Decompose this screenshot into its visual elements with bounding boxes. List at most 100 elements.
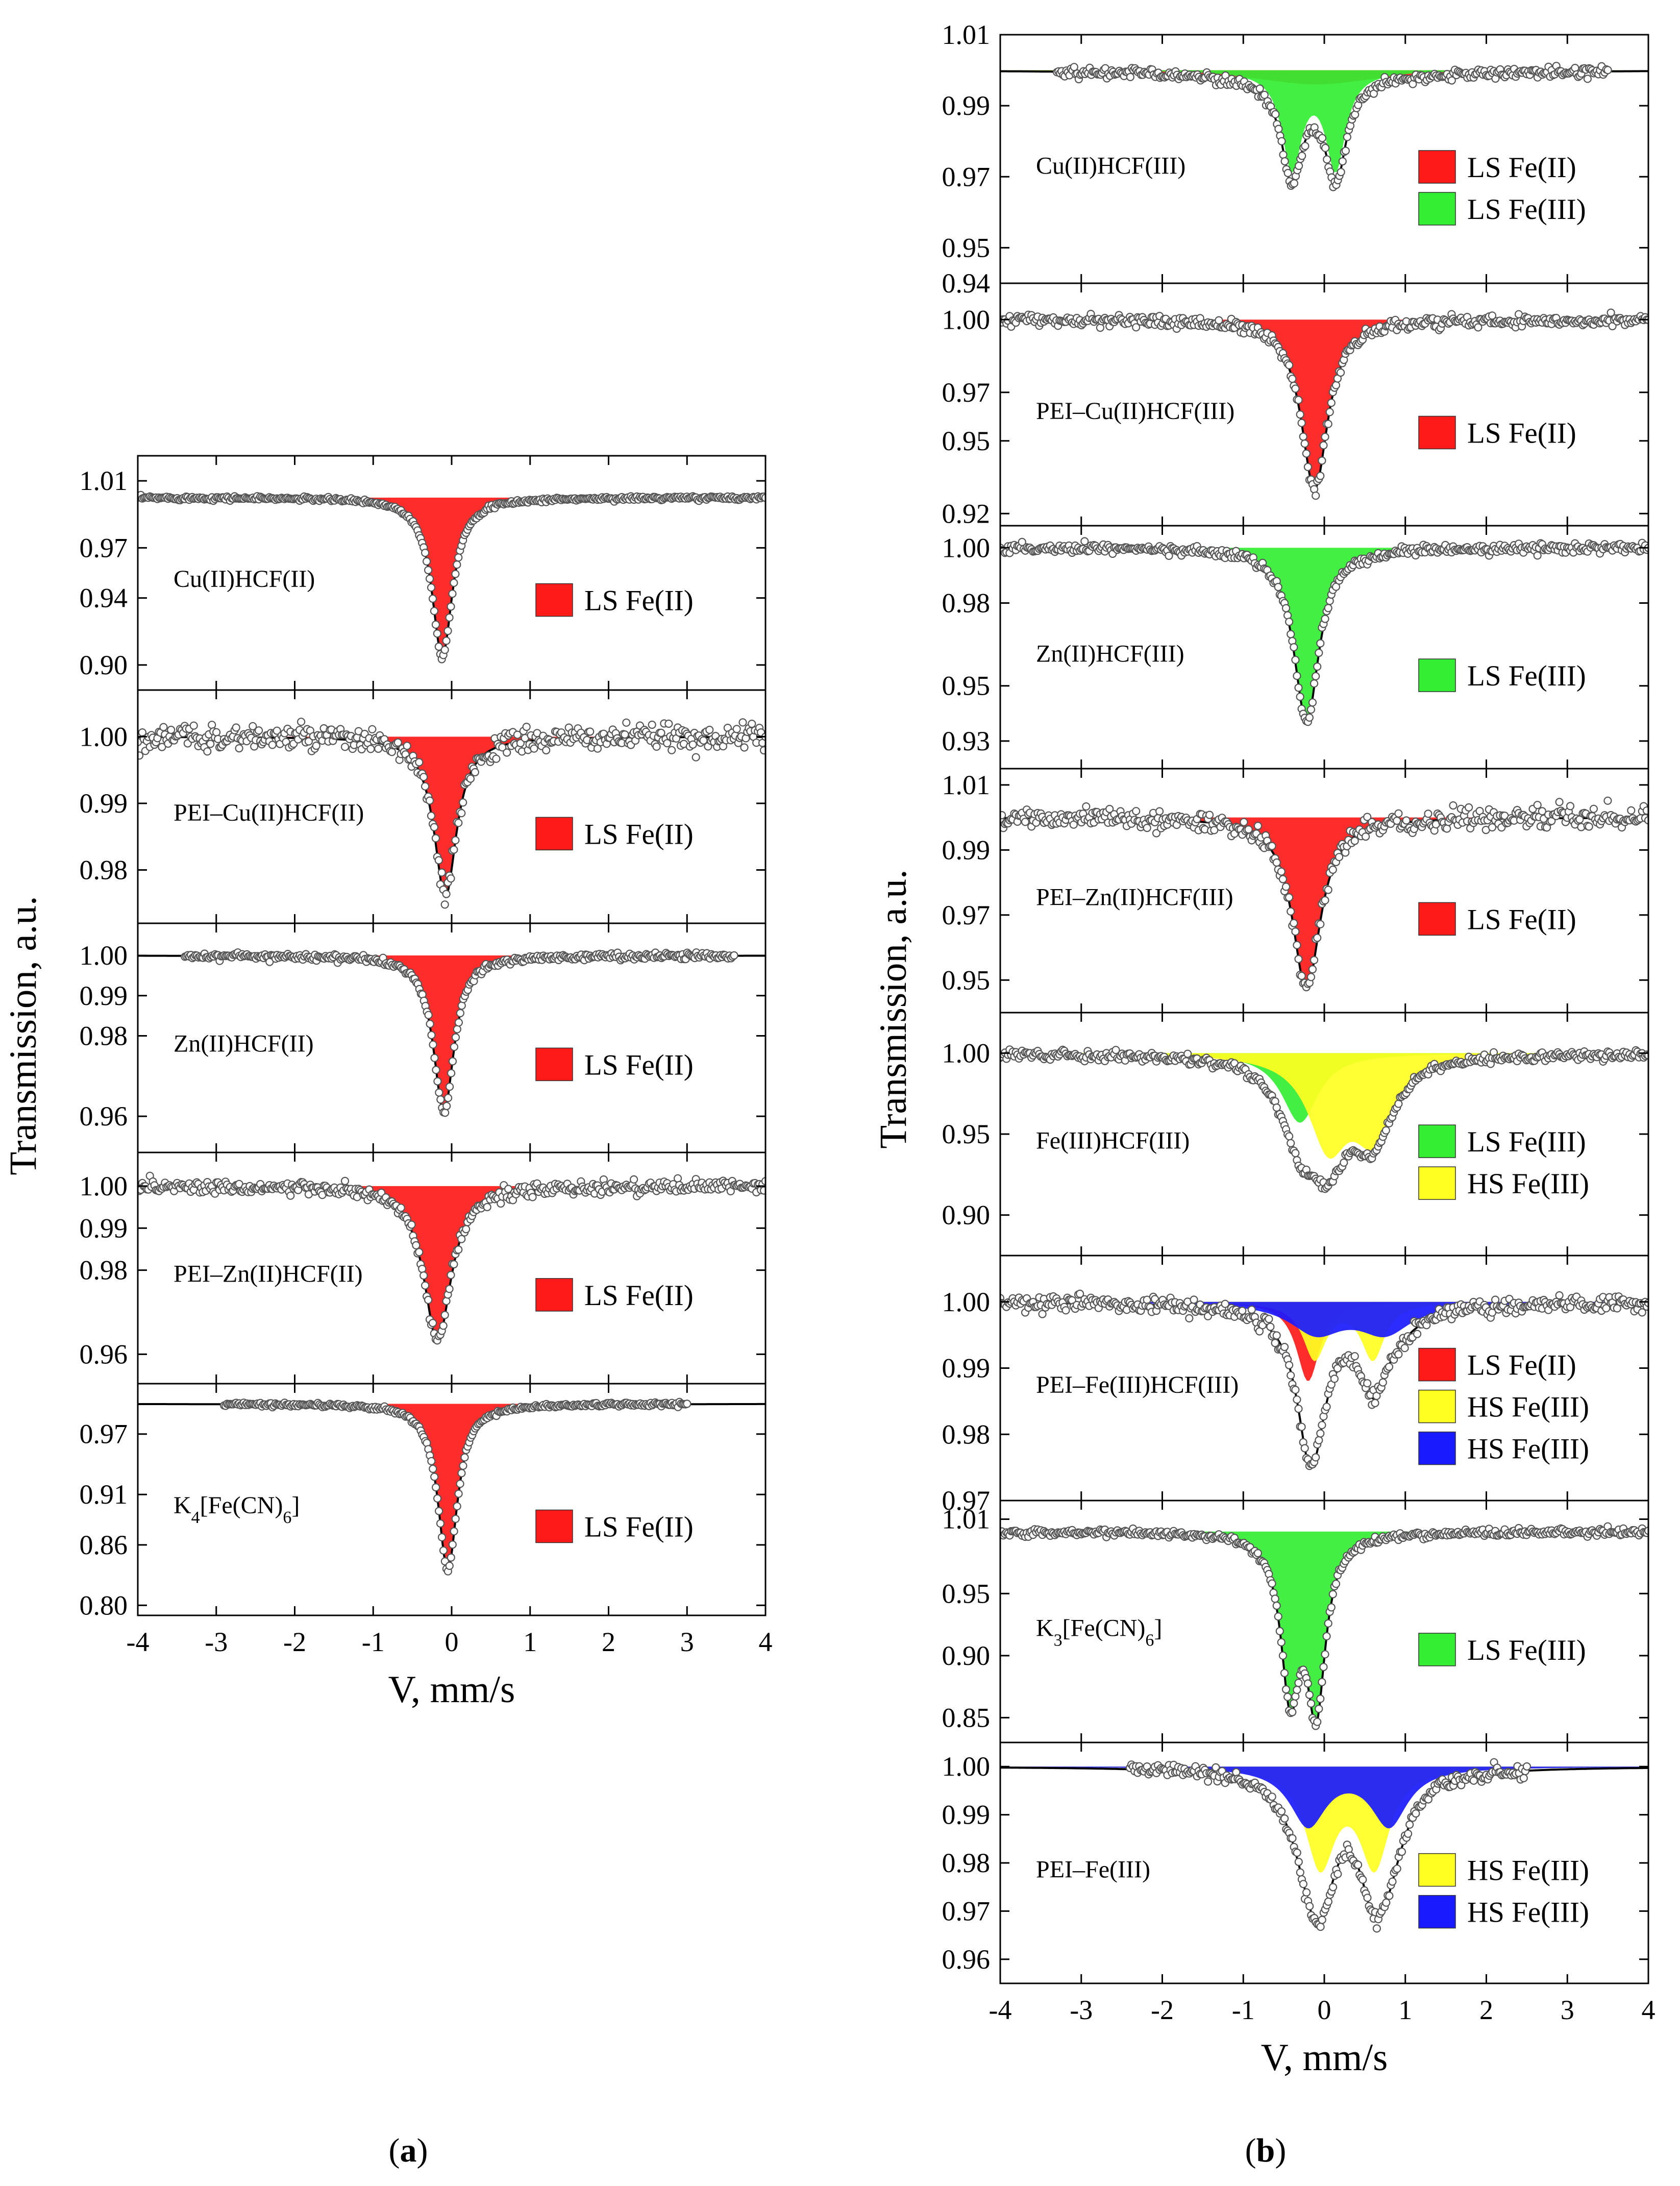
data-point bbox=[516, 739, 525, 748]
data-point bbox=[439, 1321, 448, 1330]
y-tick-label: 0.96 bbox=[80, 1339, 128, 1369]
data-point bbox=[761, 494, 765, 502]
y-tick-label: 0.97 bbox=[942, 900, 991, 930]
subspectrum-hs_fe3_blue bbox=[1000, 1301, 1648, 1338]
y-tick-label: 0.95 bbox=[942, 426, 991, 456]
data-point bbox=[1260, 90, 1269, 99]
data-point bbox=[1321, 143, 1330, 152]
data-point bbox=[451, 570, 460, 578]
data-point bbox=[759, 746, 765, 755]
data-point bbox=[1538, 807, 1546, 816]
legend-entry: HS Fe(III) bbox=[1418, 1389, 1589, 1423]
data-points bbox=[181, 948, 738, 1117]
data-point bbox=[450, 845, 458, 854]
legend-swatch bbox=[1418, 1347, 1456, 1382]
data-point bbox=[448, 1540, 457, 1549]
data-point bbox=[189, 721, 198, 730]
legend-swatch bbox=[535, 1047, 573, 1082]
data-point bbox=[1287, 1139, 1295, 1147]
data-point bbox=[1602, 1304, 1611, 1313]
data-point bbox=[427, 1030, 436, 1040]
data-point bbox=[1271, 1594, 1279, 1603]
data-point bbox=[1185, 1314, 1194, 1322]
y-tick-label: 0.90 bbox=[80, 650, 128, 680]
x-tick-label: 3 bbox=[680, 1627, 694, 1657]
y-tick-label: 1.00 bbox=[80, 940, 128, 971]
data-point bbox=[1313, 662, 1322, 671]
data-point bbox=[374, 744, 383, 753]
data-point bbox=[1325, 408, 1334, 416]
data-point bbox=[1290, 919, 1298, 927]
data-point bbox=[203, 747, 212, 756]
data-point bbox=[1308, 698, 1317, 707]
data-point bbox=[208, 721, 216, 729]
data-point bbox=[427, 812, 436, 820]
subspectrum-ls_fe3 bbox=[1000, 548, 1648, 722]
data-point bbox=[340, 1176, 350, 1185]
y-tick-label: 1.00 bbox=[80, 721, 128, 752]
data-point bbox=[1316, 920, 1325, 928]
data-point bbox=[273, 726, 281, 735]
data-point bbox=[440, 646, 449, 654]
data-point bbox=[448, 1057, 457, 1066]
data-point bbox=[1338, 157, 1347, 166]
legend-entry: LS Fe(III) bbox=[1418, 658, 1586, 692]
data-point bbox=[451, 1033, 460, 1042]
data-point bbox=[158, 743, 166, 751]
data-point bbox=[1644, 816, 1648, 825]
legend-label: LS Fe(II) bbox=[1467, 417, 1576, 450]
data-point bbox=[1272, 1601, 1281, 1610]
y-tick-label: 0.99 bbox=[942, 1353, 991, 1384]
data-point bbox=[1277, 137, 1286, 145]
data-point bbox=[740, 743, 749, 752]
data-point bbox=[454, 1489, 463, 1498]
data-point bbox=[1443, 824, 1451, 833]
data-point bbox=[430, 823, 439, 831]
data-point bbox=[1447, 76, 1456, 85]
y-tick-label: 0.98 bbox=[80, 855, 128, 886]
data-point bbox=[453, 1502, 461, 1511]
data-point bbox=[1322, 1403, 1331, 1411]
data-point bbox=[1474, 323, 1483, 332]
x-axis-label: V, mm/s bbox=[388, 1668, 515, 1711]
subspectrum-hs_fe3_yellow bbox=[1000, 1053, 1648, 1159]
data-point bbox=[1297, 971, 1306, 980]
y-tick-label: 0.86 bbox=[80, 1530, 128, 1560]
data-point bbox=[1335, 853, 1344, 862]
data-point bbox=[268, 741, 277, 749]
x-tick-label: 4 bbox=[759, 1627, 773, 1657]
data-point bbox=[437, 868, 446, 877]
data-point bbox=[1318, 1421, 1326, 1430]
data-point bbox=[1607, 308, 1615, 317]
data-point bbox=[586, 727, 595, 736]
data-point bbox=[447, 1069, 456, 1077]
legend-entry: LS Fe(II) bbox=[1418, 415, 1576, 450]
y-tick-label: 0.98 bbox=[80, 1021, 128, 1051]
data-point bbox=[1277, 1638, 1286, 1647]
data-point bbox=[1449, 801, 1457, 810]
data-point bbox=[1294, 954, 1303, 964]
x-tick-label: -1 bbox=[362, 1627, 385, 1657]
data-point bbox=[1316, 639, 1325, 648]
data-point bbox=[1165, 551, 1173, 560]
data-point bbox=[1272, 858, 1281, 867]
data-point bbox=[448, 590, 457, 598]
data-point bbox=[498, 743, 507, 752]
x-tick-label: 0 bbox=[445, 1627, 459, 1657]
data-point bbox=[1324, 420, 1332, 428]
data-point bbox=[1021, 818, 1030, 826]
data-point bbox=[138, 751, 144, 760]
data-point bbox=[433, 629, 441, 638]
y-tick-label: 0.99 bbox=[942, 90, 991, 121]
data-point bbox=[1340, 1158, 1348, 1167]
data-points bbox=[138, 718, 765, 909]
data-point bbox=[1324, 886, 1332, 894]
subspectrum-ls_fe2 bbox=[138, 736, 765, 896]
sample-name: Zn(II)HCF(II) bbox=[174, 1030, 314, 1057]
data-point bbox=[457, 1235, 466, 1243]
data-point bbox=[1642, 806, 1648, 815]
legend-swatch bbox=[1418, 150, 1456, 184]
legend-entry: LS Fe(II) bbox=[535, 1278, 694, 1312]
